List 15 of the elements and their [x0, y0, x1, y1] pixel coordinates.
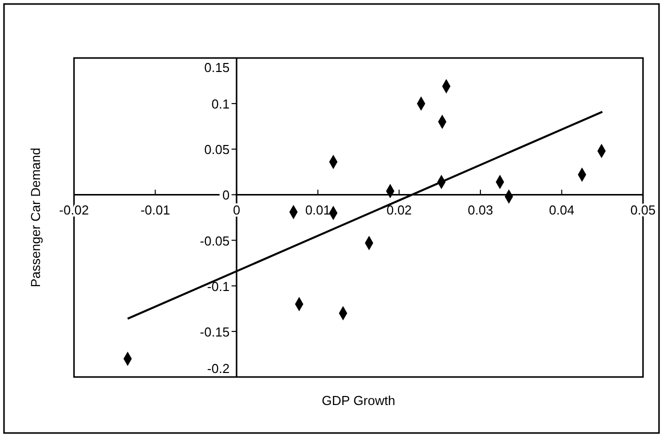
y-tick-label: -0.15 [200, 324, 230, 340]
x-tick-label: 0.03 [468, 202, 494, 218]
x-tick-label: 0.04 [549, 202, 574, 218]
y-tick-label: 0.1 [211, 96, 230, 112]
y-tick-label: 0.15 [204, 60, 230, 75]
x-tick-label: 0.01 [305, 202, 331, 218]
x-axis-title: GDP Growth [322, 393, 396, 408]
x-tick-label: -0.01 [140, 202, 170, 218]
y-axis-title: Passenger Car Demand [28, 148, 43, 288]
y-tick-label: -0.2 [207, 361, 230, 376]
x-tick-label: 0.02 [386, 202, 412, 218]
y-tick-label: -0.05 [200, 233, 230, 248]
y-tick-label: 0 [222, 188, 230, 203]
y-tick-label: -0.1 [207, 278, 230, 294]
y-tick-label: 0.05 [204, 142, 230, 158]
